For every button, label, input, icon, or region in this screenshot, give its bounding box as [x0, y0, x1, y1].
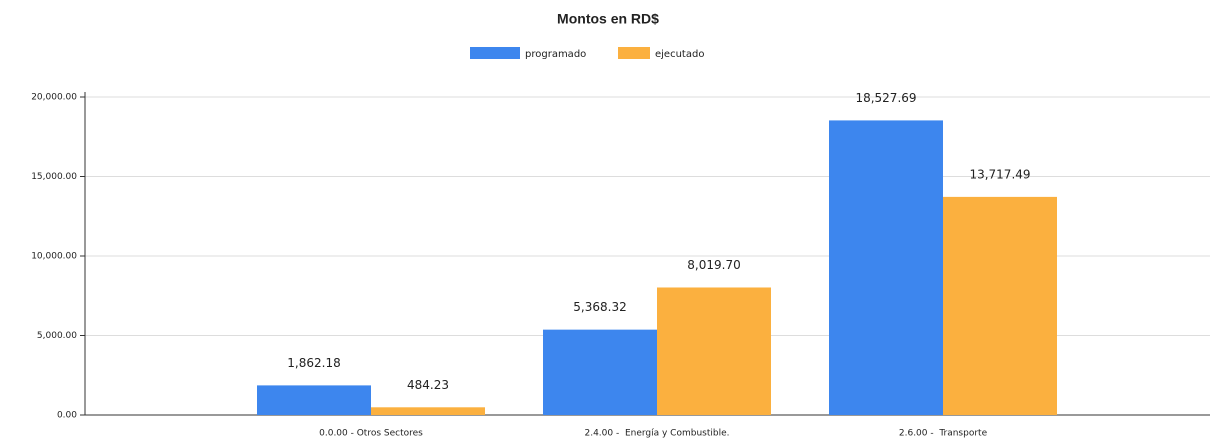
y-tick-label: 20,000.00 [31, 93, 77, 103]
value-label: 484.23 [407, 378, 449, 392]
value-label: 13,717.49 [969, 167, 1030, 181]
bar [543, 329, 657, 415]
legend-swatch [470, 47, 520, 59]
value-label: 5,368.32 [573, 300, 626, 314]
y-tick-label: 10,000.00 [31, 252, 77, 262]
value-label: 1,862.18 [287, 356, 340, 370]
x-tick-label: 0.0.00 - Otros Sectores [319, 429, 423, 439]
bar [657, 287, 771, 415]
x-tick-label: 2.6.00 - Transporte [899, 429, 988, 439]
bar [257, 385, 371, 415]
legend-label: ejecutado [655, 49, 704, 60]
y-tick-label: 15,000.00 [31, 172, 77, 182]
bar [829, 120, 943, 415]
legend-swatch [618, 47, 650, 59]
bar [943, 196, 1057, 415]
chart-title: Montos en RD$ [557, 11, 659, 27]
value-label: 18,527.69 [855, 91, 916, 105]
x-tick-label: 2.4.00 - Energía y Combustible. [584, 429, 729, 439]
y-tick-label: 0.00 [57, 411, 77, 421]
y-tick-label: 5,000.00 [37, 331, 77, 341]
bar [371, 407, 485, 415]
value-label: 8,019.70 [687, 258, 740, 272]
legend-label: programado [525, 49, 586, 60]
